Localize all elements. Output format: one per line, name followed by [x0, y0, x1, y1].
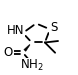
Text: HN: HN: [7, 24, 24, 37]
Text: S: S: [50, 21, 57, 34]
Text: NH$_2$: NH$_2$: [20, 58, 44, 73]
Polygon shape: [24, 44, 30, 51]
Text: O: O: [4, 46, 13, 59]
